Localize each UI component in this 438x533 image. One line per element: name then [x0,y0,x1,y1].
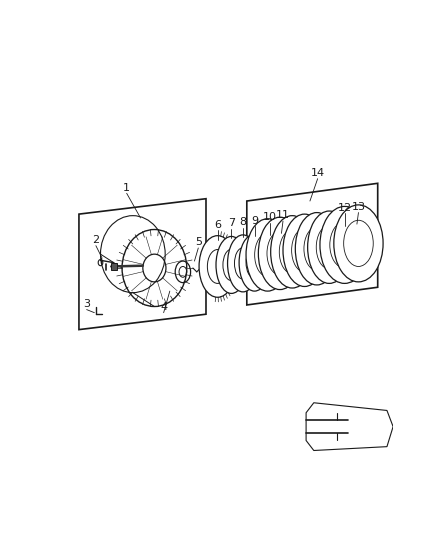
Text: 7: 7 [228,218,235,228]
Text: 1: 1 [123,182,130,192]
Text: 3: 3 [83,299,90,309]
Text: 10: 10 [263,212,277,222]
Ellipse shape [271,216,314,288]
Ellipse shape [216,237,247,294]
Ellipse shape [246,219,289,291]
Text: 11: 11 [276,211,290,220]
Text: 9: 9 [252,216,259,225]
Ellipse shape [239,234,270,291]
Text: 13: 13 [351,202,365,212]
Ellipse shape [334,205,383,282]
Ellipse shape [295,213,339,285]
Ellipse shape [199,236,236,297]
Text: 6: 6 [214,220,221,230]
Text: 12: 12 [338,203,352,213]
Text: 8: 8 [240,217,247,227]
Text: 2: 2 [92,235,99,245]
Ellipse shape [307,211,351,284]
Text: 14: 14 [311,168,325,178]
Text: 4: 4 [160,302,167,312]
Ellipse shape [320,206,369,284]
Ellipse shape [258,217,301,289]
Ellipse shape [228,235,258,292]
Ellipse shape [283,214,326,287]
Polygon shape [111,263,117,270]
Text: 5: 5 [195,237,202,247]
